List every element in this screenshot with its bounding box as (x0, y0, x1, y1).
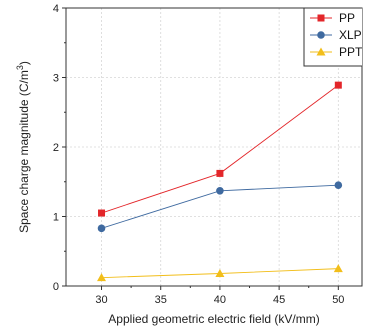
x-tick-label: 50 (332, 294, 344, 306)
y-tick-label: 0 (53, 281, 59, 293)
y-axis-title: Space charge magnitude (C/m3) (15, 61, 31, 233)
legend-marker (316, 47, 326, 56)
x-axis-title: Applied geometric electric field (kV/mm) (108, 312, 319, 326)
data-point (334, 81, 342, 89)
x-tick-label: 40 (214, 294, 226, 306)
legend-label: PPT21 (339, 45, 376, 59)
legend-marker (317, 31, 325, 39)
x-tick-label: 30 (95, 294, 107, 306)
data-point (215, 268, 225, 277)
x-tick-label: 45 (273, 294, 285, 306)
y-tick-label: 3 (53, 73, 59, 85)
y-axis-title-close: ) (17, 61, 31, 65)
x-tick-label: 35 (155, 294, 167, 306)
data-point (216, 169, 224, 177)
series-1 (97, 181, 343, 233)
series-2 (97, 264, 343, 282)
data-point (333, 264, 343, 273)
y-tick-label: 4 (53, 3, 59, 15)
legend-marker (317, 14, 325, 22)
y-axis-title-main: Space charge magnitude (C/m (17, 70, 31, 233)
data-point (97, 273, 107, 282)
legend-label: XLPE-B (339, 28, 382, 42)
data-point (334, 181, 343, 190)
data-point (97, 224, 106, 233)
data-point (98, 209, 106, 217)
y-axis-title-superscript: 3 (15, 65, 25, 70)
y-tick-label: 1 (53, 212, 59, 224)
legend-label: PP (339, 11, 355, 25)
series-0 (98, 81, 342, 217)
y-tick-label: 2 (53, 142, 59, 154)
axis-ticks: 30 35 40 45 50 0 1 2 3 4 (53, 3, 345, 306)
data-point (216, 186, 224, 195)
legend: PP XLPE-B PPT21 (303, 7, 382, 67)
data-series (97, 81, 343, 282)
